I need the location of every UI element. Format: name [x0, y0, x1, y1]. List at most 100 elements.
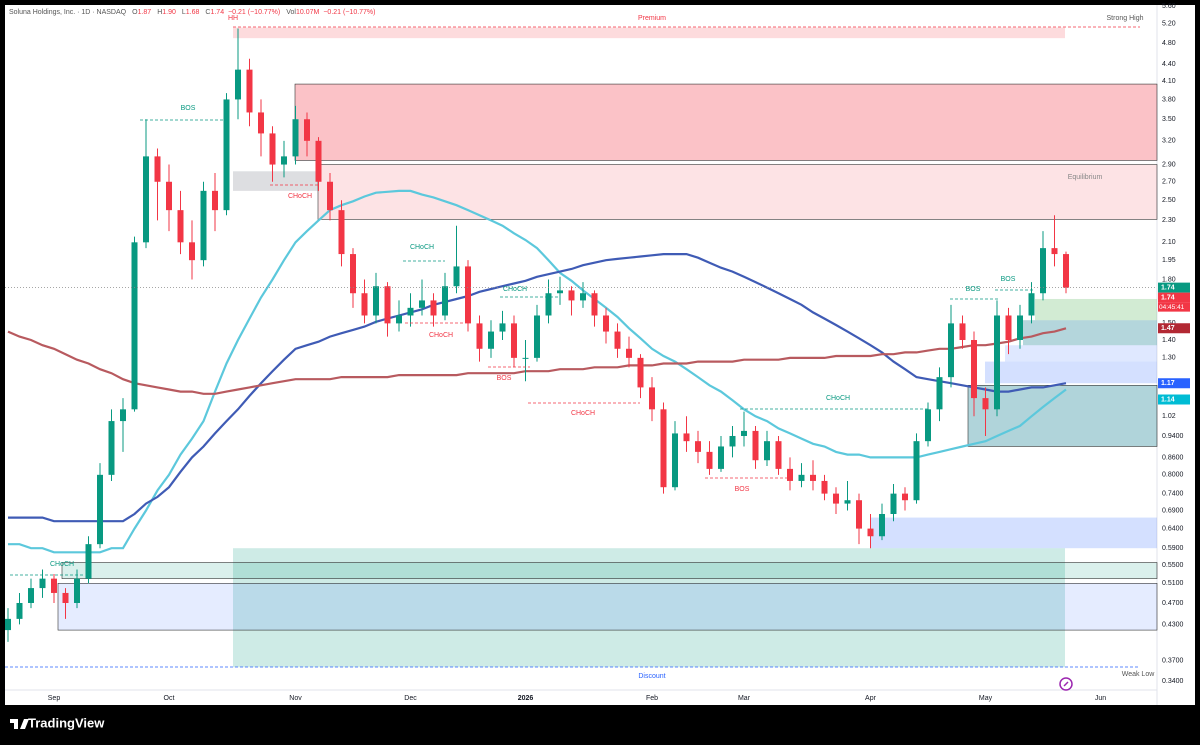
field-value: 10.07M	[296, 9, 320, 16]
x-tick-label: May	[979, 695, 993, 702]
candle-body	[557, 290, 563, 294]
price-tag-label: 1.74	[1161, 284, 1175, 291]
field-label: O	[132, 9, 138, 16]
candle-body	[902, 493, 908, 501]
candle-body	[752, 430, 759, 461]
field-value: −0.21 (−10.77%)	[323, 9, 375, 16]
structure-label: CHoCH	[503, 286, 527, 293]
candle-body	[844, 500, 851, 504]
field-value: 1.68	[186, 9, 200, 16]
zone	[233, 27, 1065, 39]
candle-body	[718, 446, 724, 469]
candle-body	[879, 513, 885, 537]
structure-label: BOS	[497, 375, 512, 382]
structure-label: BOS	[735, 486, 750, 493]
field-label: H	[157, 9, 162, 16]
zone	[1005, 345, 1157, 362]
candle-body	[994, 315, 1000, 410]
y-tick-label: 0.9400	[1162, 433, 1184, 440]
candle-body	[959, 323, 966, 341]
candle-body	[212, 190, 218, 211]
symbol-header: Soluna Holdings, Inc. · 1D · NASDAQ O1.87…	[9, 9, 376, 16]
countdown: 04:45:41	[1159, 304, 1185, 311]
field-value: −0.21 (−10.77%)	[228, 9, 280, 16]
candle-body	[476, 323, 483, 349]
settings-icon[interactable]	[1059, 677, 1073, 691]
candle-body	[5, 618, 11, 631]
zone	[317, 164, 1158, 220]
y-tick-label: 2.30	[1162, 217, 1176, 224]
candle-body	[729, 435, 736, 447]
candle-body	[545, 293, 552, 316]
price-tag	[1158, 378, 1190, 389]
price-tag	[1158, 282, 1190, 293]
candle-body	[304, 119, 310, 141]
brand-icon	[10, 719, 29, 729]
candle-body	[281, 156, 287, 165]
candle-body	[396, 315, 402, 324]
candle-body	[660, 409, 667, 488]
candle-body	[706, 451, 713, 469]
candle-body	[258, 112, 264, 134]
zone	[233, 171, 318, 191]
candle-body	[833, 493, 839, 504]
structure-label: Strong High	[1107, 15, 1144, 22]
structure-label: HH	[228, 15, 238, 22]
candle-body	[775, 441, 782, 469]
candle-body	[315, 140, 322, 182]
y-tick-label: 0.5900	[1162, 545, 1184, 552]
candle-body	[223, 99, 230, 211]
candle-body	[430, 300, 437, 316]
candle-body	[1017, 315, 1023, 341]
candle-body	[131, 242, 138, 410]
y-tick-label: 1.80	[1162, 276, 1176, 283]
x-tick-label: Sep	[48, 695, 61, 702]
y-tick-label: 1.40	[1162, 337, 1176, 344]
countdown-bg	[1158, 302, 1190, 312]
candle-body	[626, 348, 632, 358]
y-tick-label: 0.4700	[1162, 600, 1184, 607]
candle-body	[649, 387, 655, 410]
zone	[233, 548, 1065, 668]
y-tick-label: 0.3400	[1162, 678, 1184, 685]
y-tick-label: 0.6900	[1162, 507, 1184, 514]
candle-body	[971, 340, 977, 399]
x-tick-label: Feb	[646, 695, 658, 702]
candle-body	[16, 602, 23, 619]
moving-average	[8, 189, 1067, 554]
icon-ring	[1059, 677, 1073, 691]
structure-label: BOS	[1001, 276, 1016, 283]
y-tick-label: 2.10	[1162, 239, 1176, 246]
candle-body	[1028, 293, 1035, 316]
candle-body	[1005, 315, 1012, 341]
candle-body	[327, 181, 333, 211]
candle-body	[890, 493, 897, 514]
candle-body	[246, 69, 253, 113]
candle-body	[120, 409, 126, 422]
price-tag	[1158, 292, 1190, 303]
x-tick-label: Nov	[289, 695, 302, 702]
candle-body	[787, 468, 793, 481]
symbol-title: Soluna Holdings, Inc. · 1D · NASDAQ	[9, 9, 127, 16]
candle-body	[269, 133, 276, 165]
brand-text: TradingView	[28, 715, 105, 730]
candle-body	[867, 528, 874, 537]
x-tick-label: Dec	[404, 695, 417, 702]
candle-body	[568, 290, 575, 301]
structure-label: Equilibrium	[1068, 174, 1103, 181]
structure-label: Discount	[638, 673, 665, 680]
candle-body	[51, 578, 57, 593]
candle-body	[764, 441, 770, 461]
candle-body	[350, 254, 356, 294]
price-tag	[1158, 323, 1190, 334]
candle-body	[62, 592, 69, 603]
candle-body	[534, 315, 540, 358]
candle-body	[108, 421, 115, 475]
candle-body	[499, 323, 506, 332]
y-tick-label: 4.10	[1162, 78, 1176, 85]
candle-body	[925, 409, 931, 442]
x-tick-label: 2026	[518, 695, 534, 702]
field-value: 1.90	[162, 9, 176, 16]
candle-body	[741, 430, 747, 436]
candle-body	[384, 286, 391, 324]
